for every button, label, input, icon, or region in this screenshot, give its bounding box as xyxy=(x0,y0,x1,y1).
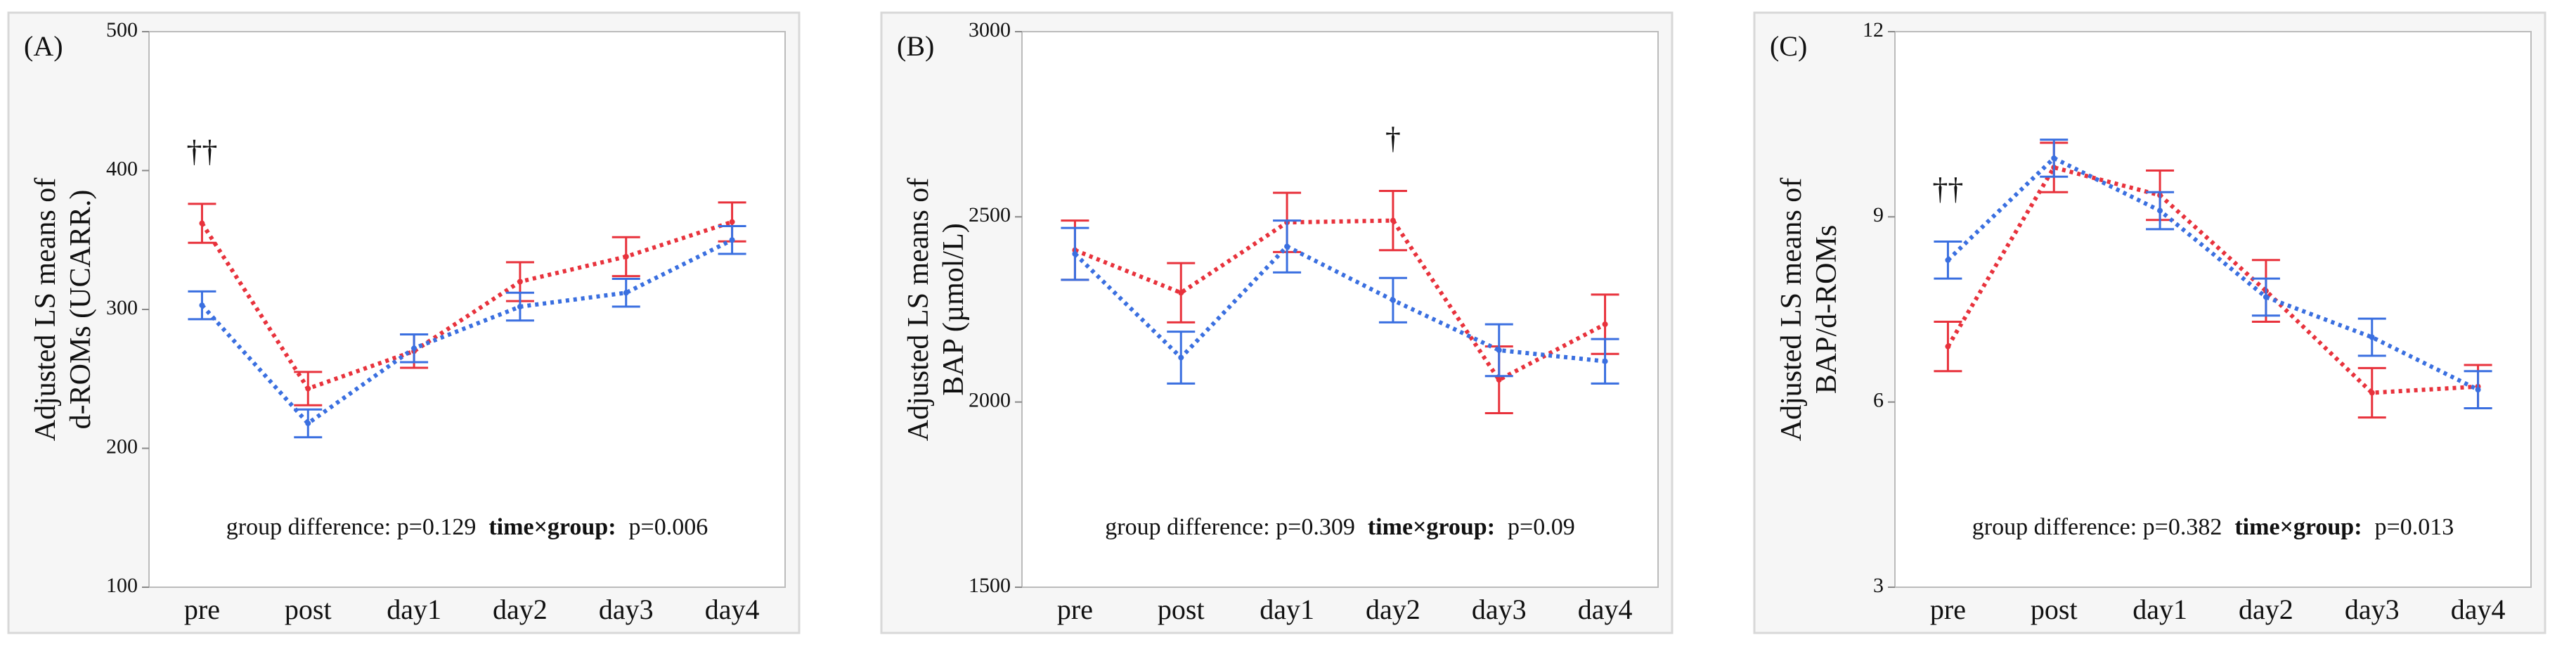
x-tick-label: day1 xyxy=(387,594,441,625)
y-tick-label: 2000 xyxy=(969,389,1011,412)
series-line xyxy=(200,219,733,392)
x-tick-label: day4 xyxy=(705,594,760,625)
y-axis-label: Adjusted LS means ofd-ROMs (UCARR.) xyxy=(30,178,97,441)
x-tick-label: day1 xyxy=(1260,594,1314,625)
point xyxy=(199,302,205,309)
series-line xyxy=(1074,218,1606,383)
annotation: †† xyxy=(186,134,217,169)
annotation: † xyxy=(1385,122,1401,156)
point xyxy=(1945,257,1951,263)
y-axis-label-line: Adjusted LS means of xyxy=(902,178,935,441)
stats-part: time×group: xyxy=(488,514,616,540)
x-tick-label: day2 xyxy=(1366,594,1420,625)
stats-part: time×group: xyxy=(2234,514,2362,540)
point xyxy=(2263,294,2269,300)
y-tick-label: 3000 xyxy=(969,18,1011,41)
point xyxy=(2369,334,2375,340)
x-tick-label: day2 xyxy=(2239,594,2293,625)
plot-area xyxy=(1894,31,2532,588)
y-tick-label: 200 xyxy=(106,435,138,458)
point xyxy=(517,304,523,310)
point xyxy=(2475,387,2481,393)
y-axis-label: Adjusted LS means ofBAP (µmol/L) xyxy=(902,178,970,441)
y-tick-label: 2500 xyxy=(969,203,1011,226)
series-line xyxy=(1946,155,2479,392)
annotation: †† xyxy=(1932,172,1963,207)
point xyxy=(2051,155,2057,161)
y-axis-label: Adjusted LS means ofBAP/d-ROMs xyxy=(1775,178,1843,441)
stats-note: group difference: p=0.382 time×group: p=0.… xyxy=(1972,514,2454,540)
x-tick-label: day2 xyxy=(493,594,548,625)
stats-part: group difference: p=0.382 xyxy=(1972,514,2222,540)
point xyxy=(1945,343,1951,350)
x-tick-label: day4 xyxy=(1578,594,1633,625)
point xyxy=(1390,297,1396,303)
point xyxy=(411,345,418,352)
stats-note: group difference: p=0.129 time×group: p=0.… xyxy=(226,514,708,540)
y-tick-label: 500 xyxy=(106,18,138,41)
series-line xyxy=(200,238,733,426)
series-line xyxy=(1946,165,2478,395)
y-axis-label-line: BAP (µmol/L) xyxy=(938,223,970,395)
stats-part: time×group: xyxy=(1368,514,1495,540)
point xyxy=(2369,390,2375,396)
stats-part: p=0.013 xyxy=(2375,514,2454,540)
point xyxy=(517,278,523,285)
panel-label: (C) xyxy=(1770,30,1807,62)
y-tick-label: 1500 xyxy=(969,574,1011,597)
point xyxy=(199,220,205,226)
y-tick-label: 9 xyxy=(1873,203,1884,226)
point xyxy=(729,219,735,225)
y-tick-label: 400 xyxy=(106,157,138,180)
x-tick-label: post xyxy=(1158,594,1205,625)
point xyxy=(2157,207,2163,214)
x-tick-label: pre xyxy=(1930,594,1966,625)
y-axis-label-line: BAP/d-ROMs xyxy=(1811,225,1843,394)
y-tick-label: 100 xyxy=(106,574,138,597)
point xyxy=(1602,358,1608,364)
point xyxy=(1496,347,1502,353)
point xyxy=(305,385,311,392)
x-tick-label: post xyxy=(285,594,332,625)
point xyxy=(1072,251,1078,257)
point xyxy=(623,253,629,260)
point xyxy=(1496,377,1502,383)
y-axis-label-line: Adjusted LS means of xyxy=(1775,178,1808,441)
x-tick-label: day3 xyxy=(2345,594,2400,625)
point xyxy=(1178,290,1184,296)
x-tick-label: post xyxy=(2031,594,2078,625)
y-axis-label-line: Adjusted LS means of xyxy=(30,178,62,441)
point xyxy=(1178,354,1184,361)
y-axis-label-line: d-ROMs (UCARR.) xyxy=(65,190,97,430)
stats-part: group difference: p=0.309 xyxy=(1105,514,1355,540)
plot-area xyxy=(148,31,786,588)
plot-area xyxy=(1021,31,1659,588)
stats-part: p=0.006 xyxy=(629,514,708,540)
x-tick-label: day3 xyxy=(599,594,654,625)
stats-part: group difference: p=0.129 xyxy=(226,514,477,540)
x-tick-label: day3 xyxy=(1472,594,1527,625)
point xyxy=(1390,217,1396,224)
x-tick-label: pre xyxy=(1057,594,1093,625)
y-tick-label: 300 xyxy=(106,296,138,319)
panel-label: (B) xyxy=(897,30,934,62)
y-tick-label: 12 xyxy=(1863,18,1884,41)
x-tick-label: day1 xyxy=(2132,594,2187,625)
x-tick-label: day4 xyxy=(2451,594,2506,625)
stats-part: p=0.09 xyxy=(1508,514,1575,540)
y-tick-label: 6 xyxy=(1873,389,1884,412)
stats-note: group difference: p=0.309 time×group: p=0.… xyxy=(1105,514,1574,540)
point xyxy=(729,237,735,243)
y-tick-label: 3 xyxy=(1873,574,1884,597)
point xyxy=(623,290,629,296)
point xyxy=(305,420,311,426)
panel-label: (A) xyxy=(24,30,63,62)
point xyxy=(1284,243,1290,250)
point xyxy=(1602,321,1608,328)
x-tick-label: pre xyxy=(184,594,220,625)
